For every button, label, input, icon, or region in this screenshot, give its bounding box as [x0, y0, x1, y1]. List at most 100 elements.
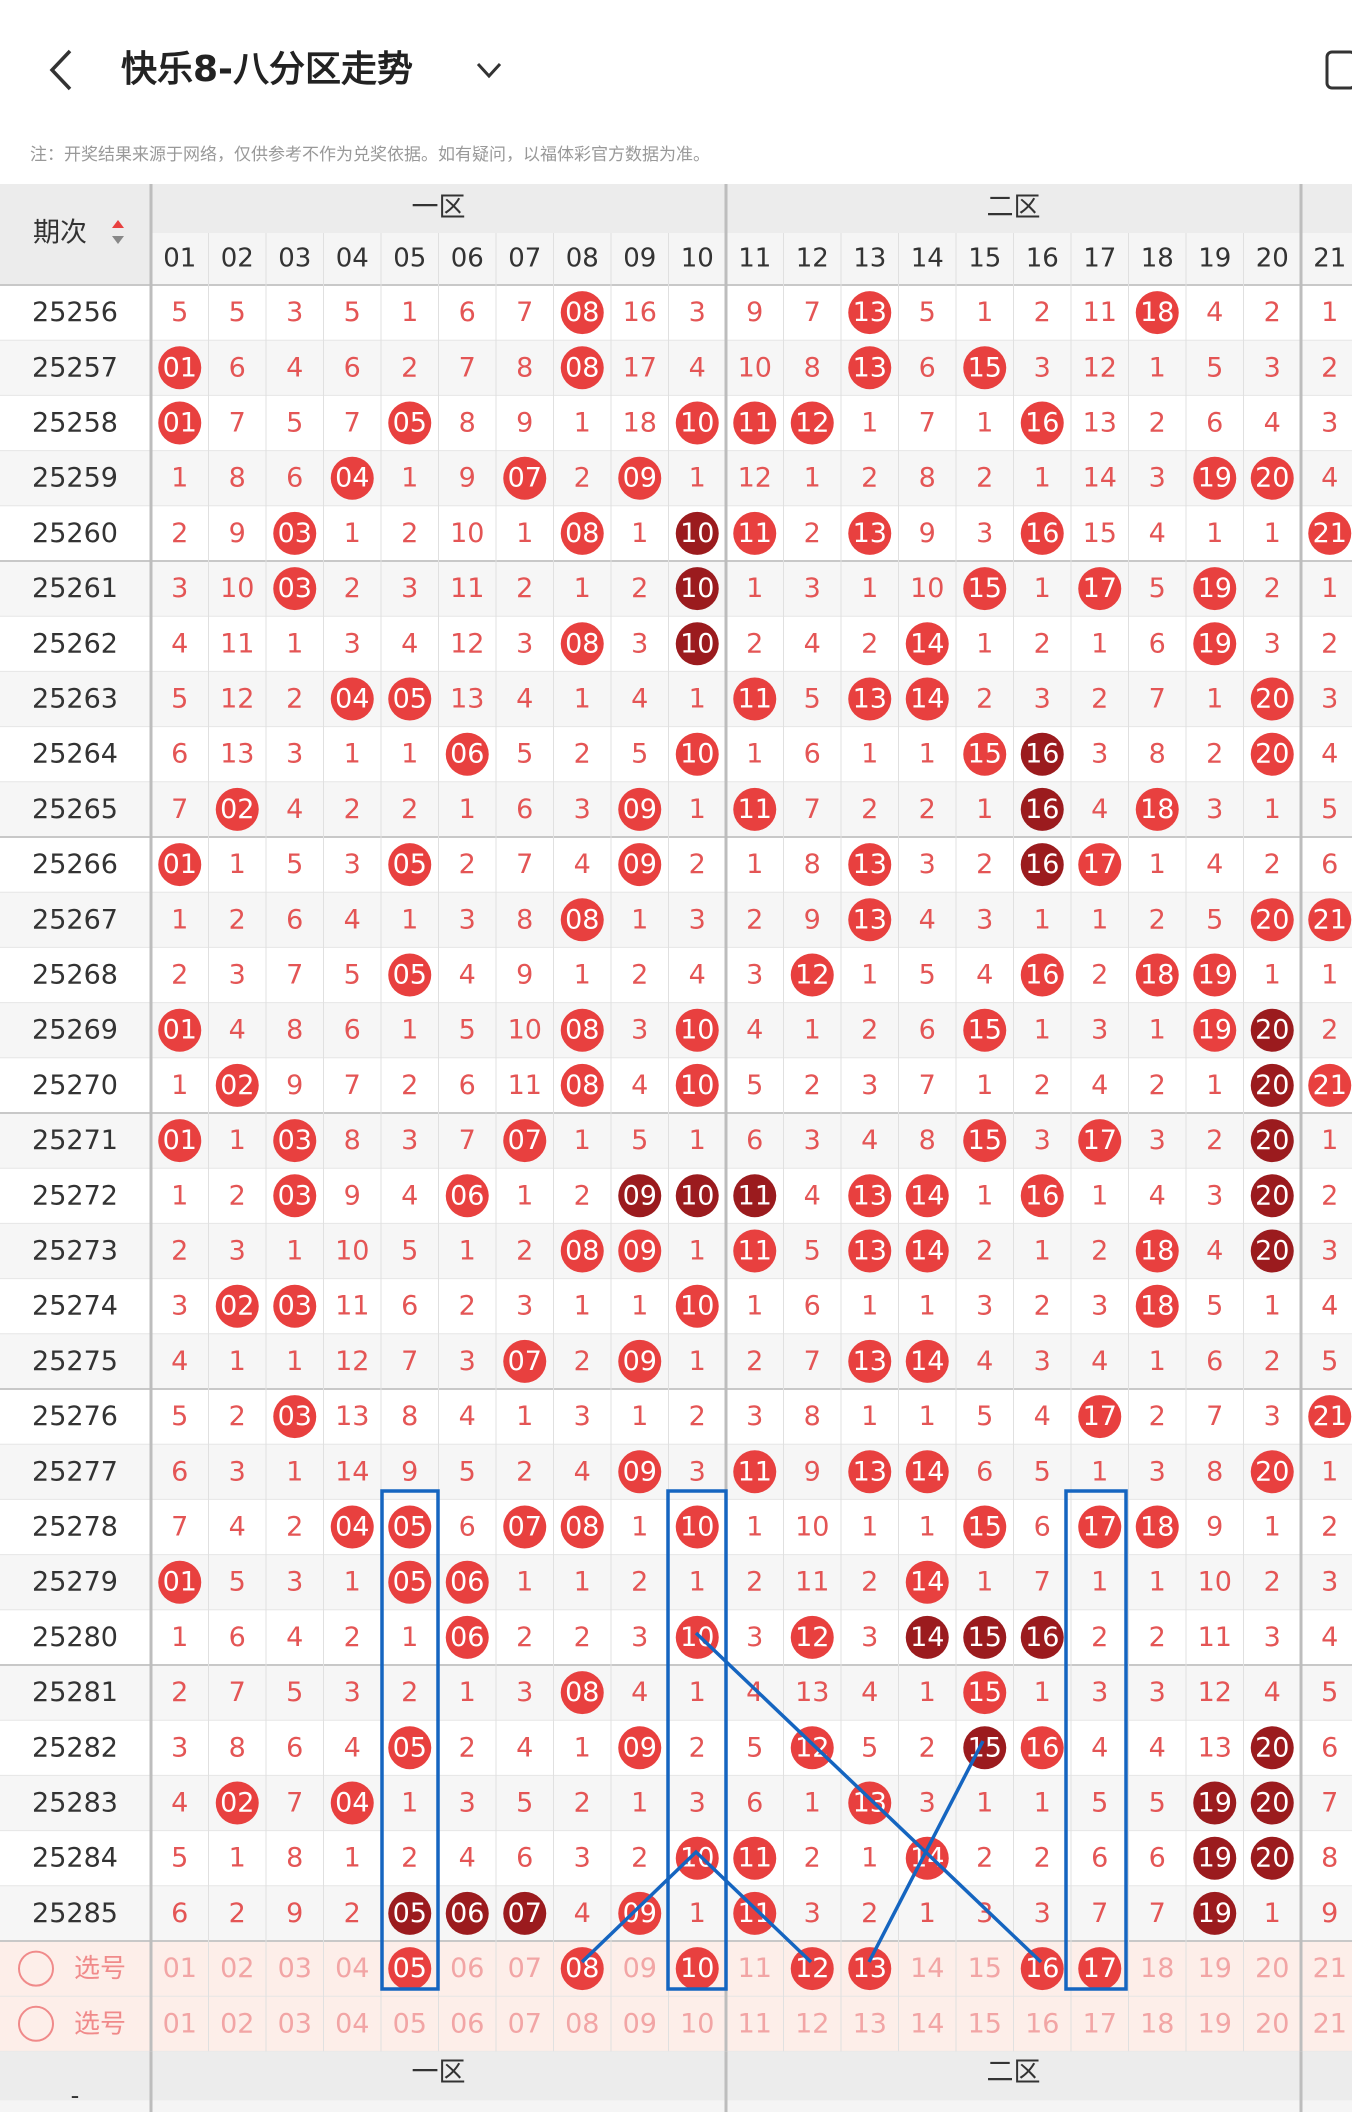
cell-value: 16 [1025, 794, 1059, 825]
cell-value: 10 [738, 352, 772, 383]
cell-value: 14 [910, 1953, 944, 1984]
select-toggle[interactable] [18, 1950, 54, 1987]
cell-value: 7 [1091, 1898, 1108, 1929]
cell-value: 09 [623, 1180, 657, 1211]
cell-value: 6 [746, 1788, 763, 1819]
cell-value: 1 [574, 684, 591, 715]
cell-value: 2 [746, 1346, 763, 1377]
cell-value: 1 [286, 1346, 303, 1377]
cell-value: 3 [1149, 1456, 1166, 1487]
dropdown[interactable] [476, 62, 502, 79]
cell-value: 9 [1321, 1898, 1338, 1929]
cell-value: 5 [861, 1732, 878, 1763]
cell-value: 1 [1264, 794, 1281, 825]
cell-value: 20 [1255, 1236, 1289, 1267]
hit-ball [1020, 1174, 1064, 1218]
cell-value: 10 [220, 573, 254, 604]
cell-value: 04 [335, 1788, 369, 1819]
cell-value: 2 [286, 1512, 303, 1543]
cell-value: 08 [565, 1512, 599, 1543]
cell-value: 5 [804, 684, 821, 715]
cell-value: 16 [1025, 518, 1059, 549]
cell-value: 1 [574, 408, 591, 439]
hit-ball [675, 401, 719, 445]
period: 25262 [32, 628, 118, 659]
hit-ball [1250, 1119, 1294, 1163]
cell-value: 3 [229, 1236, 246, 1267]
cell-value: 2 [401, 1677, 418, 1708]
cell-value: 7 [1206, 1401, 1223, 1432]
row-bg [0, 450, 1352, 506]
cell-value: 1 [861, 1291, 878, 1322]
cell-value: 12 [1083, 352, 1117, 383]
hit-ball [560, 898, 604, 942]
cell-value: 12 [795, 1622, 829, 1653]
cell-value: 1 [229, 1346, 246, 1377]
cell-value: 8 [344, 1125, 361, 1156]
cell-value: 3 [689, 904, 706, 935]
cell-value: 13 [1083, 408, 1117, 439]
hit-ball [503, 456, 547, 500]
cell-value: 17 [1083, 849, 1117, 880]
hit-ball [560, 1063, 604, 1107]
cell-value: 20 [1255, 1180, 1289, 1211]
cell-value: 2 [1091, 684, 1108, 715]
cell-value: 13 [853, 297, 887, 328]
row-bg [0, 1389, 1352, 1445]
cell-value: 13 [853, 849, 887, 880]
cell-value: 19 [1198, 1843, 1232, 1874]
cell-value: 3 [459, 1788, 476, 1819]
cell-value: 16 [1025, 849, 1059, 880]
cell-value: 3 [1264, 1401, 1281, 1432]
cell-value: 1 [1264, 1898, 1281, 1929]
cell-value: 7 [229, 1677, 246, 1708]
hit-ball [1135, 291, 1179, 335]
cell-value: 2 [171, 518, 188, 549]
cell-value: 3 [574, 1843, 591, 1874]
annotation-line [580, 1849, 813, 1964]
hit-ball [848, 1781, 892, 1825]
back-button[interactable] [49, 49, 72, 91]
select-label: 选号 [74, 2009, 126, 2039]
hit-ball [215, 1781, 259, 1825]
cell-value: 20 [1255, 1456, 1289, 1487]
cell-value: 18 [1140, 1291, 1174, 1322]
row-bg [0, 671, 1352, 727]
cell-value: 2 [976, 1843, 993, 1874]
cell-value: 01 [163, 352, 197, 383]
menu-icon[interactable] [1325, 50, 1352, 90]
cell-value: 3 [171, 573, 188, 604]
cell-value: 1 [861, 408, 878, 439]
cell-value: 1 [1206, 684, 1223, 715]
cell-value: 8 [516, 352, 533, 383]
cell-value: 15 [968, 739, 1002, 770]
cell-value: 1 [1149, 1567, 1166, 1598]
cell-value: 6 [804, 739, 821, 770]
cell-value: 06 [450, 1622, 484, 1653]
cell-value: 19 [1198, 463, 1232, 494]
cell-value: 3 [229, 960, 246, 991]
cell-value: 09 [623, 463, 657, 494]
period: 25258 [32, 408, 118, 439]
cell-value: 10 [680, 1622, 714, 1653]
cell-value: 10 [450, 518, 484, 549]
hit-ball [905, 1229, 949, 1273]
cell-value: 5 [516, 1788, 533, 1819]
cell-value: 2 [976, 684, 993, 715]
cell-value: 1 [746, 1512, 763, 1543]
cell-value: 2 [689, 849, 706, 880]
cell-value: 1 [976, 628, 993, 659]
cell-value: 5 [516, 739, 533, 770]
cell-value: 3 [746, 1401, 763, 1432]
cell-value: 4 [171, 1788, 188, 1819]
cell-value: 2 [459, 849, 476, 880]
cell-value: 1 [229, 1843, 246, 1874]
cell-value: 6 [171, 739, 188, 770]
cell-value: 1 [689, 1677, 706, 1708]
select-toggle[interactable] [18, 2005, 54, 2042]
cell-value: 4 [574, 1456, 591, 1487]
cell-value: 3 [804, 1125, 821, 1156]
hit-ball [388, 1505, 432, 1549]
hit-ball [963, 1615, 1007, 1659]
cell-value: 9 [401, 1456, 418, 1487]
